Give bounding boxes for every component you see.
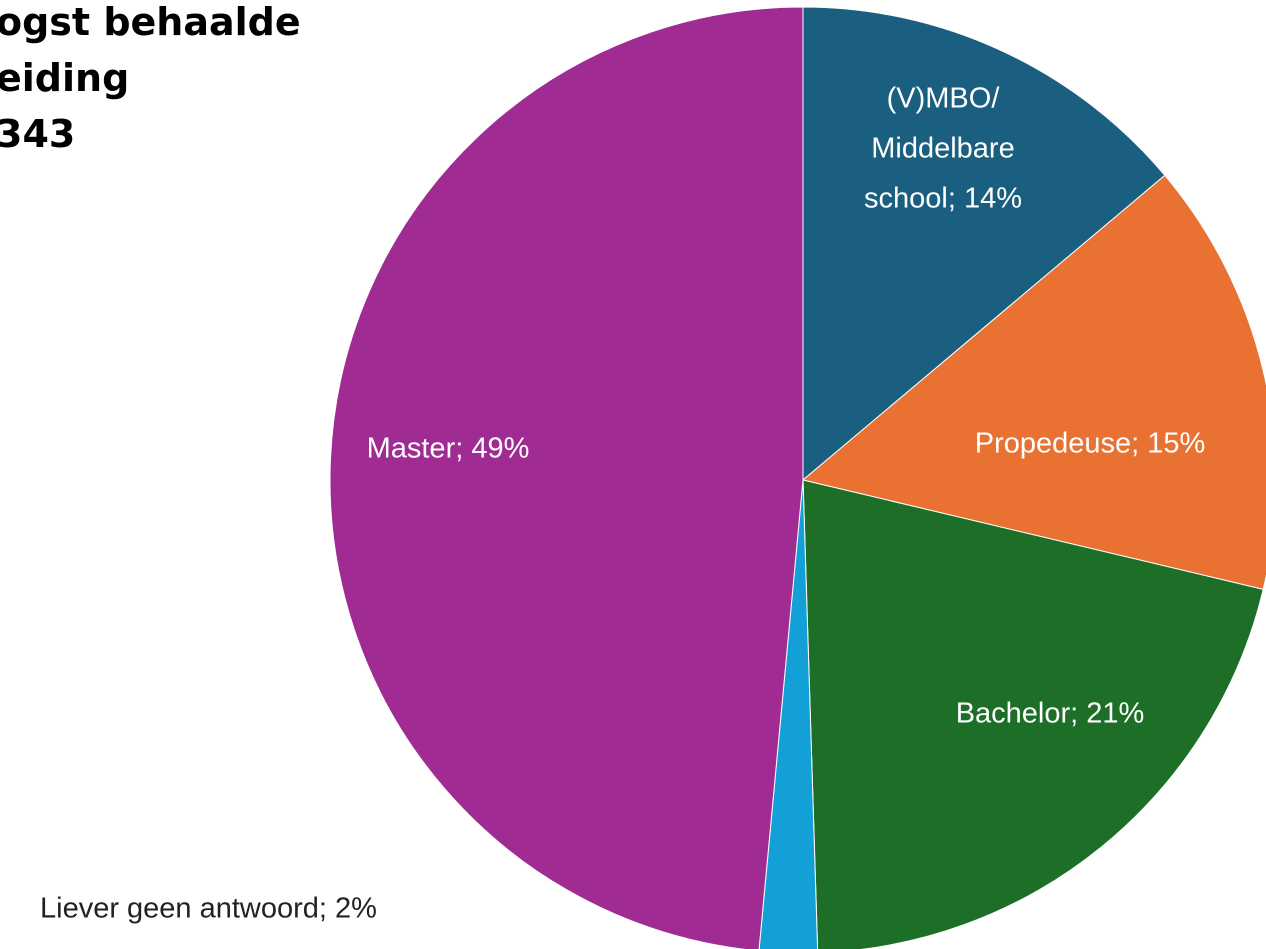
slice-label: Middelbare bbox=[871, 133, 1014, 165]
slice-label: (V)MBO/ bbox=[887, 83, 1001, 115]
slice-label: Propedeuse; 15% bbox=[975, 428, 1206, 460]
slice-label: Bachelor; 21% bbox=[956, 698, 1145, 730]
chart-title: eiding bbox=[0, 56, 129, 100]
pie-slice bbox=[801, 174, 1266, 590]
chart-title: 343 bbox=[0, 112, 75, 156]
slice-label: Liever geen antwoord; 2% bbox=[40, 893, 377, 925]
slice-label: school; 14% bbox=[864, 183, 1022, 215]
slice-label: Master; 49% bbox=[367, 433, 530, 465]
chart-title: ogst behaalde bbox=[0, 0, 301, 44]
pie-slice bbox=[802, 6, 1166, 482]
pie-slice bbox=[329, 6, 804, 949]
pie-slice bbox=[802, 479, 1264, 949]
pie-slice bbox=[758, 479, 819, 949]
